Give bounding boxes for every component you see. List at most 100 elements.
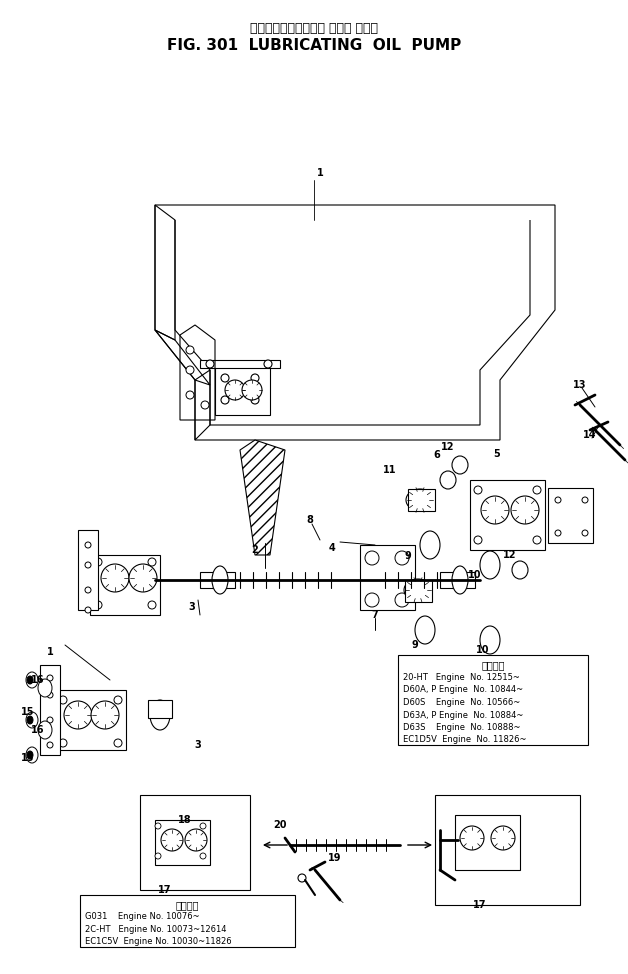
Circle shape: [47, 742, 53, 748]
Ellipse shape: [440, 471, 456, 489]
Circle shape: [533, 536, 541, 544]
Circle shape: [94, 601, 102, 609]
Bar: [435, 795, 580, 905]
Bar: [90, 555, 160, 615]
Circle shape: [148, 601, 156, 609]
Circle shape: [298, 874, 306, 882]
Circle shape: [155, 853, 161, 859]
Circle shape: [582, 497, 588, 503]
Bar: [200, 572, 235, 588]
Ellipse shape: [26, 712, 38, 728]
Text: 20: 20: [273, 820, 287, 830]
Circle shape: [64, 701, 92, 729]
Circle shape: [85, 562, 91, 568]
Text: 9: 9: [411, 640, 418, 650]
Circle shape: [186, 366, 194, 374]
Text: 10: 10: [468, 570, 482, 580]
Circle shape: [555, 497, 561, 503]
Text: 8: 8: [306, 515, 313, 525]
Circle shape: [200, 823, 206, 829]
Text: EC1C5V  Engine No. 10030~11826: EC1C5V Engine No. 10030~11826: [85, 937, 232, 946]
Bar: [40, 665, 60, 755]
Ellipse shape: [512, 561, 528, 579]
Circle shape: [185, 829, 207, 851]
Circle shape: [395, 551, 409, 565]
Text: 3: 3: [188, 602, 195, 612]
Circle shape: [101, 564, 129, 592]
Circle shape: [555, 530, 561, 536]
Bar: [398, 655, 588, 745]
Text: 2: 2: [252, 545, 258, 555]
Text: 12: 12: [441, 442, 455, 452]
Text: 19: 19: [328, 853, 342, 863]
Text: 15: 15: [21, 707, 35, 717]
Text: D63A, P Engine  No. 10884~: D63A, P Engine No. 10884~: [403, 710, 523, 720]
Circle shape: [47, 717, 53, 723]
Circle shape: [186, 346, 194, 354]
Ellipse shape: [452, 456, 468, 474]
Text: 2C-HT   Engine No. 10073~12614: 2C-HT Engine No. 10073~12614: [85, 924, 227, 933]
Ellipse shape: [27, 751, 33, 759]
Circle shape: [91, 701, 119, 729]
Circle shape: [251, 396, 259, 404]
Text: 20-HT   Engine  No. 12515~: 20-HT Engine No. 12515~: [403, 673, 520, 682]
Circle shape: [59, 696, 67, 704]
Circle shape: [511, 496, 539, 524]
Text: 1: 1: [46, 647, 53, 657]
Text: 11: 11: [383, 465, 397, 475]
Circle shape: [242, 380, 262, 400]
Text: 4: 4: [328, 543, 335, 553]
Bar: [200, 360, 280, 368]
Circle shape: [186, 391, 194, 399]
Text: 16: 16: [31, 675, 45, 685]
Circle shape: [225, 380, 245, 400]
Text: 15: 15: [21, 753, 35, 763]
Bar: [360, 545, 415, 610]
Text: ルーブリケーティング オイル ポンプ: ルーブリケーティング オイル ポンプ: [250, 22, 378, 35]
Ellipse shape: [150, 700, 170, 730]
Ellipse shape: [420, 531, 440, 559]
Circle shape: [395, 593, 409, 607]
Text: 9: 9: [404, 551, 411, 561]
Ellipse shape: [480, 626, 500, 654]
Circle shape: [85, 587, 91, 593]
Text: D60S    Engine  No. 10566~: D60S Engine No. 10566~: [403, 698, 520, 707]
Text: 7: 7: [372, 610, 379, 620]
Bar: [148, 700, 172, 718]
Circle shape: [47, 692, 53, 698]
Ellipse shape: [404, 579, 432, 601]
Text: 6: 6: [433, 450, 440, 460]
Ellipse shape: [452, 566, 468, 594]
Text: 12: 12: [503, 550, 517, 560]
Text: 14: 14: [583, 430, 597, 440]
Text: D63S    Engine  No. 10888~: D63S Engine No. 10888~: [403, 723, 521, 732]
Circle shape: [481, 496, 509, 524]
Circle shape: [47, 675, 53, 681]
Text: G031    Engine No. 10076~: G031 Engine No. 10076~: [85, 912, 200, 921]
Ellipse shape: [38, 721, 52, 739]
Bar: [405, 580, 432, 602]
Text: 3: 3: [195, 740, 202, 750]
Text: 10: 10: [476, 645, 490, 655]
Bar: [470, 480, 545, 550]
Circle shape: [365, 551, 379, 565]
Circle shape: [94, 558, 102, 566]
Circle shape: [221, 374, 229, 382]
Text: FIG. 301  LUBRICATING  OIL  PUMP: FIG. 301 LUBRICATING OIL PUMP: [167, 38, 461, 53]
Ellipse shape: [406, 489, 434, 511]
Circle shape: [206, 360, 214, 368]
Bar: [80, 895, 295, 947]
Circle shape: [114, 696, 122, 704]
Circle shape: [533, 486, 541, 494]
Circle shape: [264, 360, 272, 368]
Bar: [155, 820, 210, 865]
Text: 16: 16: [31, 725, 45, 735]
Ellipse shape: [212, 566, 228, 594]
Circle shape: [201, 401, 209, 409]
Text: EC1D5V  Engine  No. 11826~: EC1D5V Engine No. 11826~: [403, 735, 526, 744]
Circle shape: [200, 853, 206, 859]
Ellipse shape: [27, 716, 33, 724]
Circle shape: [365, 593, 379, 607]
Text: 18: 18: [178, 815, 192, 825]
Ellipse shape: [38, 679, 52, 697]
